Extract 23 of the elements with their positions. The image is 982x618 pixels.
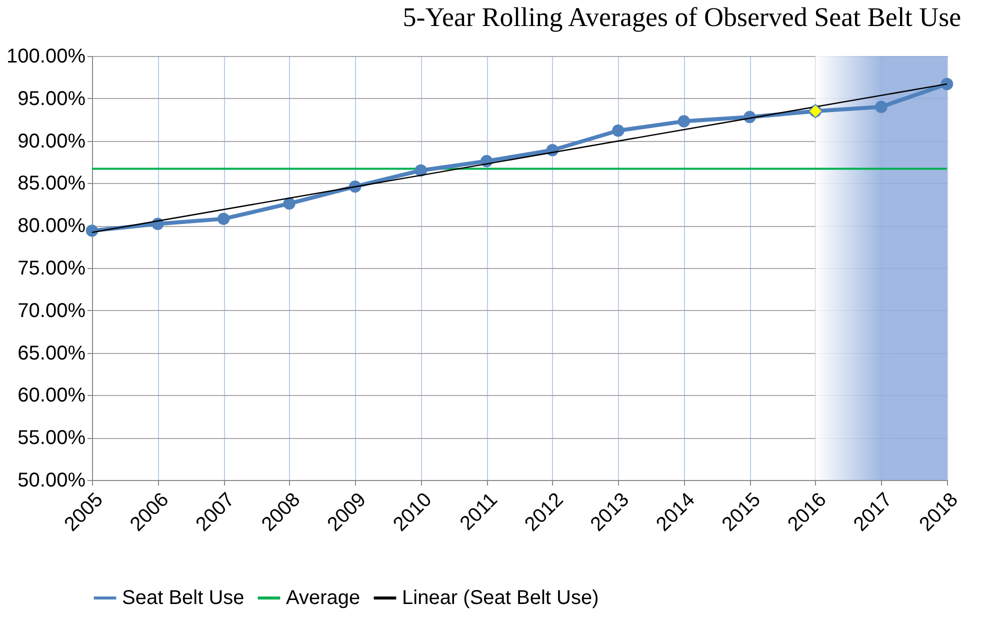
point xyxy=(414,164,427,177)
point xyxy=(217,212,230,225)
y-tick-label: 70.00% xyxy=(18,300,86,322)
y-tick-label: 95.00% xyxy=(18,88,86,110)
y-tick-label: 80.00% xyxy=(18,215,86,238)
y-tick-label: 60.00% xyxy=(18,384,86,407)
point xyxy=(283,197,296,210)
legend-label: Linear (Seat Belt Use) xyxy=(402,587,599,609)
chart-title: 5-Year Rolling Averages of Observed Seat Belt Use xyxy=(402,2,962,32)
point xyxy=(678,115,690,128)
y-tick-label: 90.00% xyxy=(18,130,86,152)
legend-label: Seat Belt Use xyxy=(122,587,244,609)
point xyxy=(86,224,98,237)
point xyxy=(875,100,888,113)
y-tick-label: 100.00% xyxy=(6,46,86,68)
point xyxy=(940,78,954,90)
legend-label: Average xyxy=(286,587,360,609)
y-tick-label: 85.00% xyxy=(18,172,86,195)
y-tick-label: 75.00% xyxy=(18,258,86,280)
y-tick-label: 65.00% xyxy=(18,342,86,364)
point xyxy=(612,124,624,137)
y-tick-label: 50.00% xyxy=(18,470,86,492)
y-tick-label: 55.00% xyxy=(18,427,86,450)
